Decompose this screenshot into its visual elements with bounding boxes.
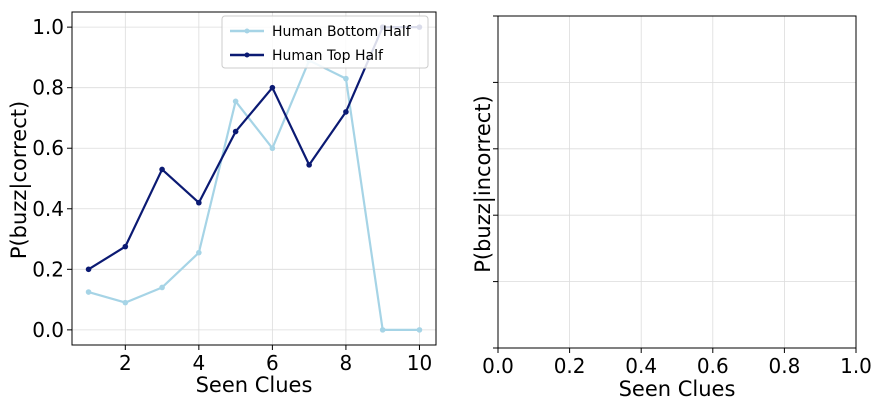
right-y-axis-label: P(buzz|incorrect): [471, 95, 496, 273]
left-y-tick-label: 1.0: [32, 15, 64, 39]
left-y-axis-label: P(buzz|correct): [7, 101, 32, 259]
right-x-ticks: 0.0 0.2 0.4 0.6 0.8 1.0: [482, 348, 872, 378]
right-x-tick-label: 0.2: [554, 354, 586, 378]
data-point-top-half: [122, 243, 129, 250]
right-x-axis-label: Seen Clues: [619, 377, 736, 401]
right-x-tick-label: 0.4: [625, 354, 657, 378]
left-x-tick-label: 10: [407, 351, 432, 375]
right-y-ticks: [493, 15, 498, 349]
legend-marker-top-half: [244, 52, 250, 58]
left-series-lines: [85, 24, 423, 333]
left-chart: 2 4 6 8 10 0.0 0.2 0.4 0.6 0.8 1.0 Seen Clues P(b…: [7, 11, 437, 397]
data-point-bottom-half: [379, 327, 386, 333]
left-x-tick-label: 8: [340, 351, 353, 375]
left-x-axis-label: Seen Clues: [196, 373, 313, 397]
right-plot-frame: [497, 15, 857, 349]
left-y-tick-label: 0.8: [32, 76, 64, 100]
data-point-bottom-half: [269, 145, 276, 152]
data-point-top-half: [306, 162, 312, 168]
data-point-bottom-half: [85, 289, 92, 295]
series-line-top-half: [87, 26, 420, 271]
left-y-tick-label: 0.4: [32, 197, 64, 221]
left-x-tick-label: 6: [266, 351, 279, 375]
legend-label-top-half: Human Top Half: [272, 48, 384, 64]
legend-label-bottom-half: Human Bottom Half: [272, 24, 412, 40]
right-x-tick-label: 0.8: [768, 354, 800, 378]
left-x-tick-label: 2: [119, 351, 132, 375]
left-y-tick-label: 0.0: [32, 318, 64, 342]
left-x-tick-label: 4: [192, 351, 205, 375]
data-point-top-half: [85, 266, 92, 273]
series-line-bottom-half: [88, 59, 420, 331]
right-grid: [497, 15, 857, 349]
data-point-top-half: [159, 166, 165, 173]
right-x-tick-label: 1.0: [840, 354, 872, 378]
data-point-bottom-half: [122, 299, 129, 306]
data-point-top-half: [232, 128, 239, 135]
data-point-bottom-half: [196, 249, 202, 256]
right-chart: 0.0 0.2 0.4 0.6 0.8 1.0 Seen Clues P(buzz|inc…: [471, 15, 872, 401]
data-point-top-half: [196, 199, 202, 206]
legend: Human Bottom Half Human Top Half: [221, 15, 429, 69]
data-point-bottom-half: [159, 284, 165, 291]
left-y-tick-label: 0.2: [32, 257, 64, 281]
data-point-top-half: [343, 109, 349, 115]
data-point-top-half: [269, 84, 276, 91]
left-y-tick-label: 0.6: [32, 136, 64, 160]
left-plot-frame: [71, 11, 437, 346]
left-x-ticks: 2 4 6 8 10: [119, 345, 432, 375]
right-x-tick-label: 0.6: [697, 354, 729, 378]
left-y-ticks: 0.0 0.2 0.4 0.6 0.8 1.0: [32, 15, 72, 342]
right-x-tick-label: 0.0: [482, 354, 514, 378]
data-point-bottom-half: [416, 327, 423, 333]
legend-box: [221, 15, 429, 69]
data-point-bottom-half: [343, 75, 349, 82]
data-point-bottom-half: [232, 98, 239, 105]
legend-marker-bottom-half: [244, 28, 250, 34]
